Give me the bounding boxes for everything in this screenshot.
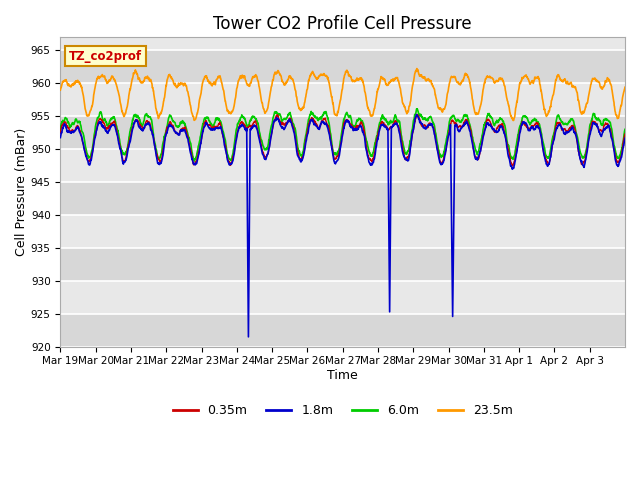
X-axis label: Time: Time bbox=[327, 369, 358, 382]
Y-axis label: Cell Pressure (mBar): Cell Pressure (mBar) bbox=[15, 128, 28, 256]
Bar bbox=[60, 248, 625, 281]
Bar bbox=[60, 116, 625, 149]
Legend: 0.35m, 1.8m, 6.0m, 23.5m: 0.35m, 1.8m, 6.0m, 23.5m bbox=[168, 399, 518, 422]
Text: TZ_co2prof: TZ_co2prof bbox=[69, 50, 142, 63]
Bar bbox=[60, 50, 625, 84]
Bar bbox=[60, 182, 625, 215]
Bar bbox=[60, 314, 625, 347]
Title: Tower CO2 Profile Cell Pressure: Tower CO2 Profile Cell Pressure bbox=[213, 15, 472, 33]
